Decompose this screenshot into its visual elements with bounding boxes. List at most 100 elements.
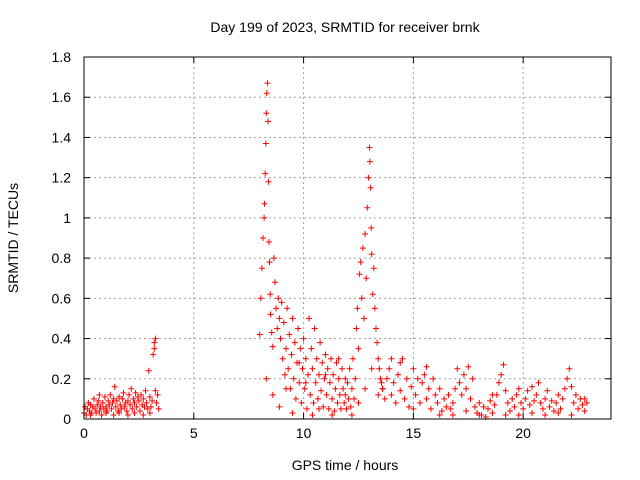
data-point	[97, 403, 104, 410]
data-point	[371, 305, 378, 312]
data-point	[265, 178, 272, 185]
data-point	[283, 385, 289, 392]
data-point	[150, 351, 157, 358]
y-tick-label: 1.2	[52, 170, 72, 186]
data-point	[273, 305, 280, 312]
data-point	[256, 331, 263, 338]
data-point	[109, 399, 116, 406]
data-point	[379, 385, 386, 392]
data-point	[135, 397, 142, 404]
data-point	[263, 90, 270, 97]
data-point	[417, 399, 423, 406]
data-point	[131, 410, 138, 416]
data-point	[351, 395, 358, 402]
data-point	[266, 259, 273, 266]
y-axis-label: SRMTID / TECUs	[5, 183, 21, 293]
data-point	[132, 389, 139, 396]
data-point	[524, 387, 531, 394]
data-point	[283, 345, 289, 352]
data-point	[131, 399, 138, 406]
data-point	[555, 410, 562, 416]
data-point	[335, 375, 342, 382]
data-point	[369, 291, 376, 298]
data-point	[471, 403, 478, 410]
data-point	[124, 412, 131, 418]
data-point	[447, 405, 454, 412]
data-point	[118, 405, 125, 412]
data-point	[366, 158, 373, 165]
data-point	[270, 255, 277, 262]
data-point	[300, 335, 307, 342]
data-point	[290, 375, 297, 382]
data-point	[106, 401, 113, 408]
data-point	[476, 399, 483, 406]
data-point	[133, 403, 140, 410]
data-point	[367, 184, 374, 191]
data-point	[343, 405, 350, 412]
data-point	[309, 365, 316, 372]
data-point	[269, 391, 276, 398]
data-point	[258, 265, 265, 272]
data-point	[498, 371, 505, 378]
data-point	[313, 355, 320, 362]
grid-lines	[84, 57, 611, 419]
data-point	[112, 403, 119, 410]
data-point	[399, 355, 406, 362]
data-point	[116, 410, 123, 416]
data-point	[395, 371, 401, 378]
data-point	[151, 345, 158, 352]
data-point	[374, 339, 381, 346]
data-point	[368, 224, 375, 231]
data-point	[303, 405, 310, 412]
data-point	[148, 403, 154, 410]
data-point	[265, 118, 271, 125]
data-point	[99, 399, 106, 406]
data-point	[390, 379, 397, 386]
data-point	[513, 391, 520, 398]
data-point	[301, 385, 308, 392]
data-point	[331, 408, 338, 414]
data-point	[403, 375, 410, 382]
data-point	[542, 412, 549, 418]
data-point	[355, 399, 362, 406]
data-point	[504, 399, 511, 406]
data-point	[436, 412, 443, 418]
data-point	[378, 379, 385, 386]
data-point	[302, 379, 309, 386]
data-point	[533, 391, 540, 398]
data-point	[152, 335, 159, 342]
data-point	[368, 251, 375, 258]
data-point	[568, 383, 575, 390]
data-point	[289, 410, 296, 416]
data-point	[107, 391, 114, 398]
data-point	[306, 315, 313, 322]
data-point	[307, 391, 314, 398]
data-point	[476, 412, 483, 418]
data-point	[456, 379, 463, 386]
data-point	[316, 405, 322, 412]
data-point	[362, 385, 369, 392]
data-point	[267, 291, 274, 298]
data-point	[559, 395, 566, 402]
data-point	[341, 399, 348, 406]
data-point	[423, 363, 430, 370]
data-point	[344, 379, 351, 386]
data-point	[298, 399, 305, 406]
data-point	[526, 401, 533, 408]
x-tick-label: 0	[80, 425, 88, 441]
data-point	[280, 319, 287, 326]
data-point	[368, 365, 375, 372]
data-point	[430, 375, 437, 382]
data-point	[154, 391, 161, 398]
x-axis-label: GPS time / hours	[292, 457, 399, 473]
data-point	[145, 367, 152, 374]
data-point	[347, 403, 354, 410]
data-point	[334, 399, 341, 406]
data-point	[146, 410, 153, 416]
x-tick-label: 20	[515, 425, 531, 441]
data-point	[261, 200, 268, 207]
data-point	[295, 325, 302, 332]
data-point	[264, 80, 271, 87]
data-point	[326, 379, 333, 386]
data-point	[489, 391, 496, 398]
